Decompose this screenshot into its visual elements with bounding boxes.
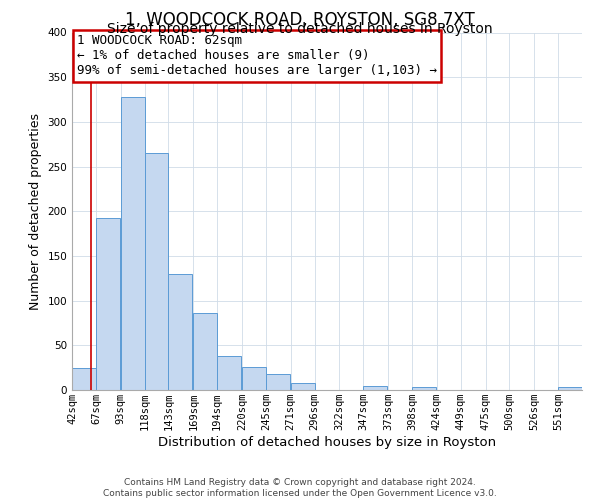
Bar — [412, 388, 436, 390]
Text: 1 WOODCOCK ROAD: 62sqm
← 1% of detached houses are smaller (9)
99% of semi-detac: 1 WOODCOCK ROAD: 62sqm ← 1% of detached … — [77, 34, 437, 78]
Bar — [169, 274, 193, 390]
Bar — [558, 388, 582, 390]
Text: 1, WOODCOCK ROAD, ROYSTON, SG8 7XT: 1, WOODCOCK ROAD, ROYSTON, SG8 7XT — [125, 11, 475, 29]
Bar — [121, 97, 145, 390]
Bar — [217, 356, 241, 390]
Bar — [96, 218, 120, 390]
Bar — [242, 367, 266, 390]
Bar — [145, 153, 169, 390]
Bar — [72, 368, 96, 390]
Bar — [266, 374, 290, 390]
Bar — [193, 313, 217, 390]
Text: Size of property relative to detached houses in Royston: Size of property relative to detached ho… — [107, 22, 493, 36]
Bar — [363, 386, 387, 390]
Y-axis label: Number of detached properties: Number of detached properties — [29, 113, 42, 310]
Text: Contains HM Land Registry data © Crown copyright and database right 2024.
Contai: Contains HM Land Registry data © Crown c… — [103, 478, 497, 498]
Bar — [291, 383, 314, 390]
X-axis label: Distribution of detached houses by size in Royston: Distribution of detached houses by size … — [158, 436, 496, 449]
